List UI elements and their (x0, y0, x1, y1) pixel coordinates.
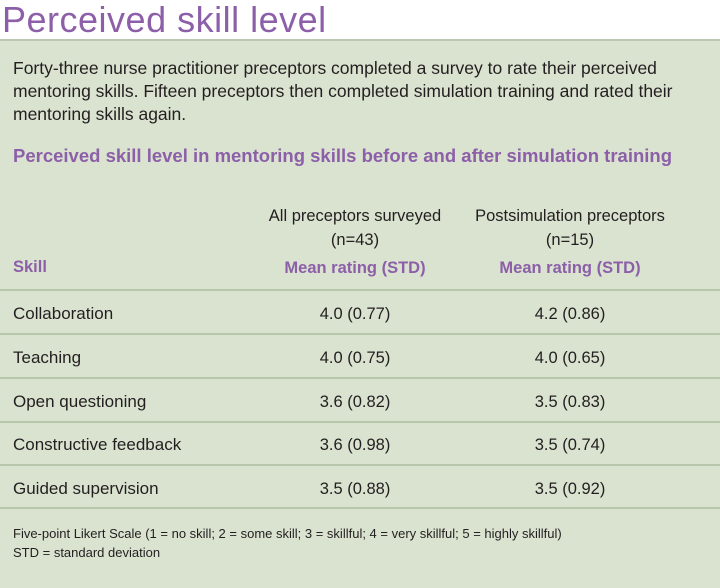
column-header-all-preceptors: All preceptors surveyed (268, 207, 442, 225)
row-all-value: 3.6 (0.98) (319, 436, 391, 454)
intro-paragraph: Forty-three nurse practitioner preceptor… (13, 58, 673, 124)
content-panel: Forty-three nurse practitioner preceptor… (0, 39, 720, 588)
footnote-std: STD = standard deviation (13, 545, 161, 560)
row-divider (0, 421, 720, 423)
page-title: Perceived skill level (2, 0, 327, 40)
row-skill-label: Constructive feedback (13, 435, 182, 454)
row-skill-label: Collaboration (13, 304, 114, 323)
row-skill-label: Teaching (13, 348, 82, 367)
row-post-value: 4.0 (0.65) (534, 349, 606, 367)
row-divider (0, 333, 720, 335)
row-all-value: 3.6 (0.82) (319, 393, 391, 411)
skill-column-header: Skill (13, 258, 47, 276)
column-header-postsimulation: Postsimulation preceptors (475, 207, 665, 225)
column-header-post-n: (n=15) (545, 231, 595, 249)
row-post-value: 3.5 (0.74) (534, 436, 606, 454)
row-post-value: 3.5 (0.83) (534, 393, 606, 411)
row-post-value: 3.5 (0.92) (534, 480, 606, 498)
column-subheader-post: Mean rating (STD) (499, 259, 641, 277)
table-bottom-divider (0, 507, 720, 509)
footnote-scale: Five-point Likert Scale (1 = no skill; 2… (13, 526, 562, 541)
row-all-value: 3.5 (0.88) (319, 480, 391, 498)
header-divider (0, 289, 720, 291)
row-all-value: 4.0 (0.75) (319, 349, 391, 367)
row-divider (0, 377, 720, 379)
row-skill-label: Open questioning (13, 392, 147, 411)
row-divider (0, 464, 720, 466)
row-skill-label: Guided supervision (13, 479, 159, 498)
table-title: Perceived skill level in mentoring skill… (13, 145, 672, 166)
row-all-value: 4.0 (0.77) (319, 305, 391, 323)
column-header-all-n: (n=43) (330, 231, 380, 249)
row-post-value: 4.2 (0.86) (534, 305, 606, 323)
column-subheader-all: Mean rating (STD) (284, 259, 426, 277)
